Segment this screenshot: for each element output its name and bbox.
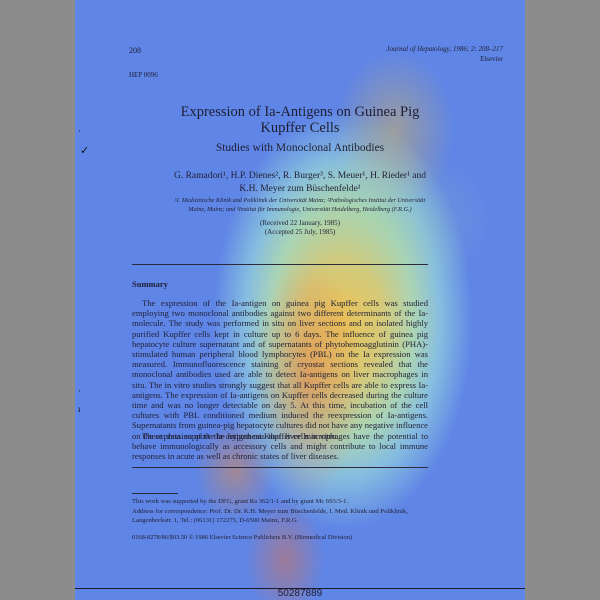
copyright-line: 0168-8278/86/$03.50 © 1986 Elsevier Scie…: [132, 534, 353, 541]
summary-paragraph-1: The expression of the Ia-antigen on guin…: [132, 298, 428, 441]
correspondence-note: Address for correspondence: Prof. Dr. Dr…: [132, 508, 408, 524]
affiliations-line2: Mainz, Mainz; and ³Institut für Immunolo…: [188, 206, 412, 213]
received-date: (Received 22 January, 1985): [259, 219, 341, 227]
article-title-line1: Expression of Ia-Antigens on Guinea Pig: [180, 104, 420, 120]
document-id: 50287889: [277, 588, 323, 599]
hep-code: HEP 0096: [129, 71, 158, 79]
authors-line2: K.H. Meyer zum Büschenfelde¹: [239, 184, 361, 194]
summary-heading: Summary: [132, 279, 168, 289]
summary-top-rule: [132, 264, 428, 265]
footnote-rule: [132, 493, 178, 494]
summary-paragraph-2: These data support the hypothesis that l…: [132, 431, 428, 462]
affiliations-line1: ¹I. Medizinische Klinik und Poliklinik d…: [174, 197, 426, 204]
article-subtitle: Studies with Monoclonal Antibodies: [215, 142, 385, 154]
authors-line1: G. Ramadori¹, H.P. Dienes², R. Burger³, …: [173, 171, 427, 181]
summary-bottom-rule: [132, 467, 428, 468]
journal-citation: Journal of Hepatology, 1986; 2: 208–217: [386, 45, 503, 53]
margin-mark: ı: [78, 404, 81, 414]
page-number: 208: [129, 46, 141, 55]
funding-note: This work was supported by the DFG, gran…: [132, 498, 349, 505]
accepted-date: (Accepted 25 July, 1985): [264, 228, 336, 236]
bottom-rule: [75, 588, 525, 589]
margin-mark: ·: [78, 386, 81, 396]
attention-heatmap-overlay: [75, 0, 525, 600]
margin-mark: ·: [78, 126, 81, 136]
article-title-line2: Kupffer Cells: [260, 120, 340, 136]
publisher: Elsevier: [480, 55, 503, 63]
document-page: 208 Journal of Hepatology, 1986; 2: 208–…: [75, 0, 525, 600]
margin-arrow-mark: ✓: [80, 145, 90, 157]
